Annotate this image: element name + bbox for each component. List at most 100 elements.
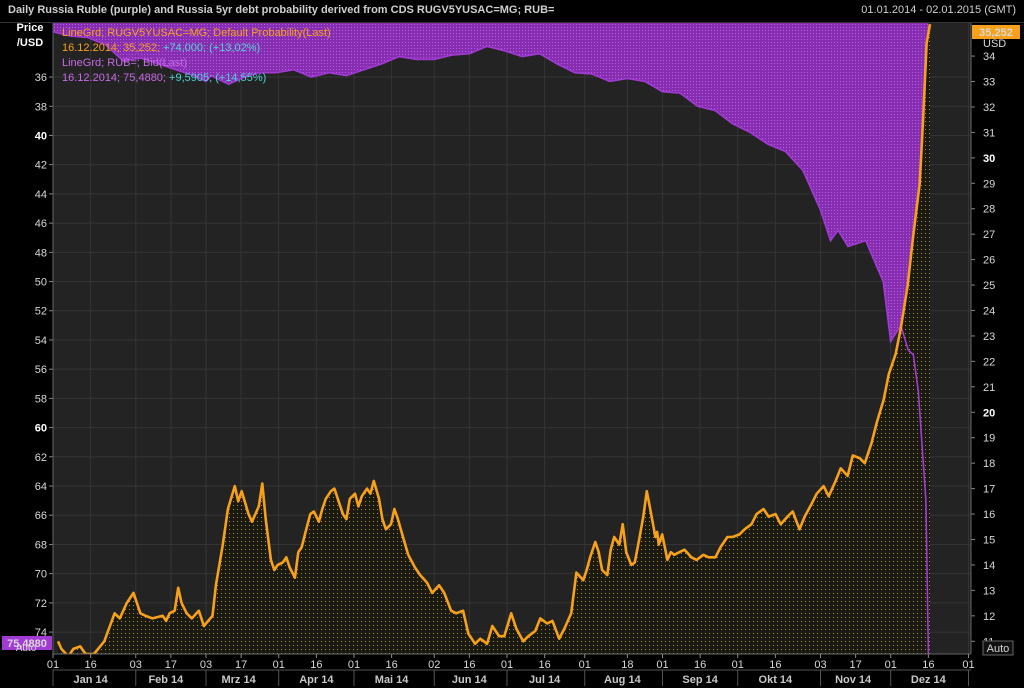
title-bar: Daily Russia Ruble (purple) and Russia 5… bbox=[0, 0, 1024, 23]
legend-line1-value: 16.12.2014; 35,252; +74,000; (+13,02%) bbox=[62, 42, 260, 54]
x-month-label: Jun 14 bbox=[452, 674, 488, 686]
right-tick-label: 14 bbox=[983, 560, 995, 572]
x-tick-label: 01 bbox=[962, 659, 974, 671]
rub-area bbox=[53, 23, 929, 654]
chart-title: Daily Russia Ruble (purple) and Russia 5… bbox=[8, 4, 555, 16]
x-month-label: Sep 14 bbox=[682, 674, 718, 686]
left-tick-label: 60 bbox=[35, 423, 47, 435]
x-tick-label: 01 bbox=[348, 659, 360, 671]
right-tick-label: 13 bbox=[983, 585, 995, 597]
left-tick-label: 72 bbox=[35, 598, 47, 610]
date-range: 01.01.2014 - 02.01.2015 (GMT) bbox=[861, 4, 1016, 16]
left-tick-label: 40 bbox=[35, 130, 47, 142]
right-tick-label: 26 bbox=[983, 255, 995, 267]
right-tick-label: 17 bbox=[983, 484, 995, 496]
rub-line bbox=[53, 31, 930, 654]
x-month-label: Nov 14 bbox=[835, 674, 872, 686]
left-tick-label: 38 bbox=[35, 101, 47, 113]
right-current-value: 35,252 bbox=[979, 27, 1013, 39]
x-tick-label: 01 bbox=[732, 659, 744, 671]
right-tick-label: 24 bbox=[983, 306, 995, 318]
left-axis-title-line2: /USD bbox=[17, 37, 43, 49]
x-tick-label: 17 bbox=[235, 659, 247, 671]
left-tick-label: 36 bbox=[35, 72, 47, 84]
left-tick-label: 46 bbox=[35, 218, 47, 230]
x-tick-label: 01 bbox=[501, 659, 513, 671]
series-lines bbox=[53, 23, 932, 654]
legend-line1-value-change: +74,000; (+13,02%) bbox=[163, 42, 260, 54]
right-tick-label: 19 bbox=[983, 433, 995, 445]
left-tick-label: 68 bbox=[35, 539, 47, 551]
x-tick-label: 03 bbox=[814, 659, 826, 671]
left-tick-label: 48 bbox=[35, 247, 47, 259]
left-tick-label: 64 bbox=[35, 481, 47, 493]
x-tick-label: 16 bbox=[922, 659, 934, 671]
x-tick-label: 02 bbox=[428, 659, 440, 671]
left-tick-label: 42 bbox=[35, 160, 47, 172]
x-tick-label: 01 bbox=[579, 659, 591, 671]
right-tick-label: 31 bbox=[983, 127, 995, 139]
right-tick-label: 15 bbox=[983, 535, 995, 547]
legend-line2-title: LineGrd; RUB=; Bid(Last) bbox=[62, 57, 187, 69]
x-tick-label: 01 bbox=[656, 659, 668, 671]
right-tick-label: 32 bbox=[983, 102, 995, 114]
right-auto-button[interactable]: Auto bbox=[982, 640, 1014, 656]
right-axis-title: USD bbox=[983, 38, 1006, 50]
left-tick-label: 52 bbox=[35, 306, 47, 318]
right-tick-label: 27 bbox=[983, 229, 995, 241]
left-current-value: 75,4880 bbox=[7, 638, 47, 650]
left-current-value-box bbox=[2, 636, 52, 650]
x-month-label: Mrz 14 bbox=[221, 674, 256, 686]
x-tick-label: 01 bbox=[885, 659, 897, 671]
default-probability-line bbox=[56, 23, 932, 654]
legend-line2-value-change: +9,5905; (+14,55%) bbox=[169, 72, 266, 84]
right-tick-label: 33 bbox=[983, 77, 995, 89]
series-areas bbox=[53, 23, 930, 654]
right-tick-label: 16 bbox=[983, 509, 995, 521]
x-tick-label: 03 bbox=[200, 659, 212, 671]
right-current-value-box bbox=[972, 25, 1020, 39]
x-tick-label: 16 bbox=[463, 659, 475, 671]
x-tick-label: 16 bbox=[310, 659, 322, 671]
right-tick-label: 30 bbox=[983, 153, 995, 165]
left-current-value-tag: 75,4880 bbox=[2, 636, 52, 650]
x-tick-label: 01 bbox=[273, 659, 285, 671]
right-auto-box[interactable] bbox=[982, 640, 1014, 656]
right-tick-label: 29 bbox=[983, 178, 995, 190]
legend: LineGrd; RUGV5YUSAC=MG; Default Probabil… bbox=[62, 27, 331, 84]
x-month-label: Okt 14 bbox=[759, 674, 794, 686]
x-month-label: Jul 14 bbox=[529, 674, 561, 686]
right-auto-label[interactable]: Auto bbox=[987, 643, 1010, 655]
left-tick-label: 54 bbox=[35, 335, 47, 347]
x-month-label: Jan 14 bbox=[73, 674, 108, 686]
left-tick-label: 50 bbox=[35, 277, 47, 289]
default-probability-area bbox=[58, 24, 930, 654]
left-tick-label: 58 bbox=[35, 393, 47, 405]
x-month-label: Mai 14 bbox=[375, 674, 410, 686]
right-tick-label: 28 bbox=[983, 204, 995, 216]
x-month-label: Feb 14 bbox=[148, 674, 184, 686]
right-tick-label: 25 bbox=[983, 280, 995, 292]
right-tick-label: 23 bbox=[983, 331, 995, 343]
right-axis: USD 111213141516171819202122232425262728… bbox=[970, 23, 1006, 654]
x-month-label: Aug 14 bbox=[604, 674, 642, 686]
x-tick-label: 17 bbox=[165, 659, 177, 671]
x-tick-label: 16 bbox=[538, 659, 550, 671]
left-axis: Price /USD 36 38 40 42 44 46 48 50 52 54 56 58 60 62 6… bbox=[17, 22, 54, 654]
left-tick-label: 44 bbox=[35, 189, 47, 201]
right-tick-label: 22 bbox=[983, 356, 995, 368]
right-tick-label: 20 bbox=[983, 407, 995, 419]
x-tick-label: 16 bbox=[385, 659, 397, 671]
left-auto-label[interactable]: Auto bbox=[16, 643, 37, 654]
x-tick-label: 16 bbox=[84, 659, 96, 671]
right-tick-label: 18 bbox=[983, 458, 995, 470]
x-tick-label: 16 bbox=[694, 659, 706, 671]
legend-line2-value-prefix: 16.12.2014; 75,4880; bbox=[62, 72, 169, 84]
left-tick-label: 56 bbox=[35, 364, 47, 376]
x-tick-label: 03 bbox=[130, 659, 142, 671]
left-tick-label: 70 bbox=[35, 569, 47, 581]
x-tick-label: 18 bbox=[621, 659, 633, 671]
legend-line1-value-prefix: 16.12.2014; 35,252; bbox=[62, 42, 163, 54]
left-tick-label: 62 bbox=[35, 452, 47, 464]
